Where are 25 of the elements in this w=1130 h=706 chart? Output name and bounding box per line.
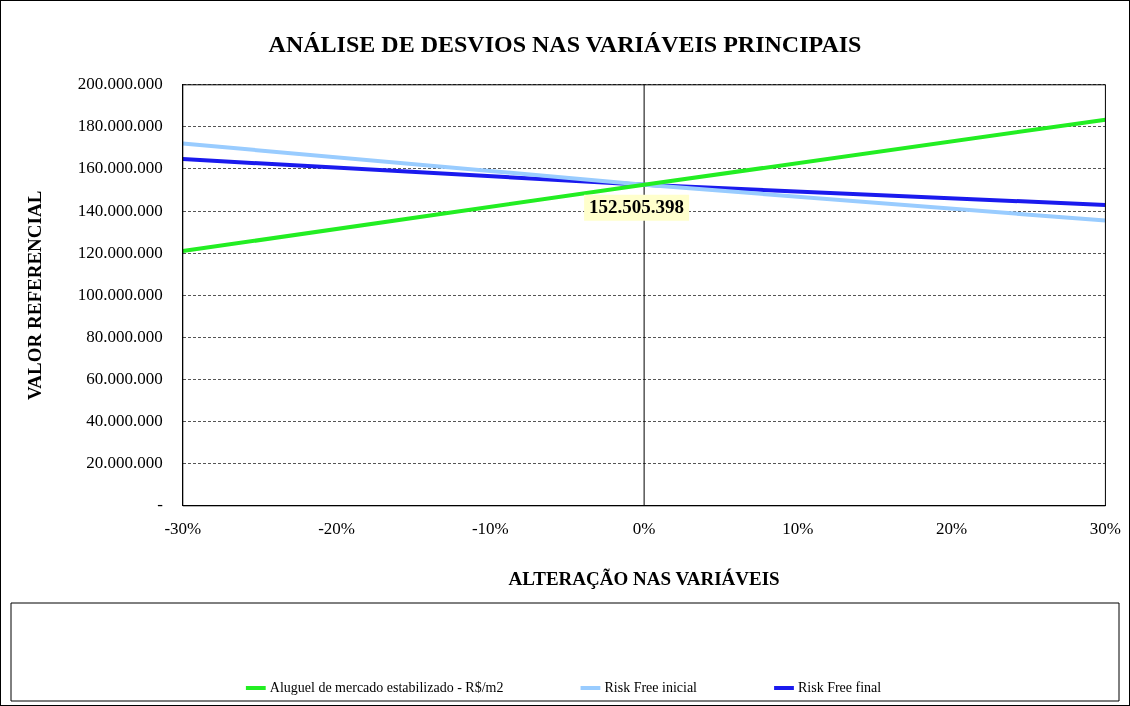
x-tick-label: -30% bbox=[164, 519, 202, 539]
y-tick-label: 100.000.000 bbox=[77, 284, 163, 304]
y-tick-label: 180.000.000 bbox=[77, 116, 163, 136]
y-tick-label: 40.000.000 bbox=[86, 411, 163, 431]
x-tick-label: -10% bbox=[471, 519, 509, 539]
y-tick-label: 200.000.000 bbox=[77, 74, 163, 94]
y-tick-label: 80.000.000 bbox=[86, 326, 163, 346]
x-axis-title: ALTERAÇÃO NAS VARIÁVEIS bbox=[508, 567, 780, 589]
y-tick-label: - bbox=[157, 495, 164, 515]
y-tick-label: 60.000.000 bbox=[86, 368, 163, 388]
x-tick-label: 0% bbox=[632, 519, 656, 539]
x-tick-label: 20% bbox=[936, 519, 968, 539]
y-tick-label: 20.000.000 bbox=[86, 453, 163, 473]
annotation: 152.505.398 bbox=[589, 195, 685, 217]
legend-label: Risk Free inicial bbox=[604, 679, 698, 695]
chart-title: ANÁLISE DE DESVIOS NAS VARIÁVEIS PRINCIPAIS bbox=[268, 30, 862, 57]
legend-label: Risk Free final bbox=[797, 679, 882, 695]
x-tick-label: 30% bbox=[1089, 519, 1122, 539]
x-tick-label: -20% bbox=[318, 519, 355, 539]
y-tick-label: 120.000.000 bbox=[77, 242, 163, 262]
legend-label: Aluguel de mercado estabilizado - R$/m2 bbox=[269, 679, 504, 695]
y-tick-label: 140.000.000 bbox=[77, 200, 163, 220]
y-tick-label: 160.000.000 bbox=[77, 158, 163, 178]
y-axis-title: VALOR REFERENCIAL bbox=[24, 190, 46, 400]
x-tick-label: 10% bbox=[782, 519, 814, 539]
